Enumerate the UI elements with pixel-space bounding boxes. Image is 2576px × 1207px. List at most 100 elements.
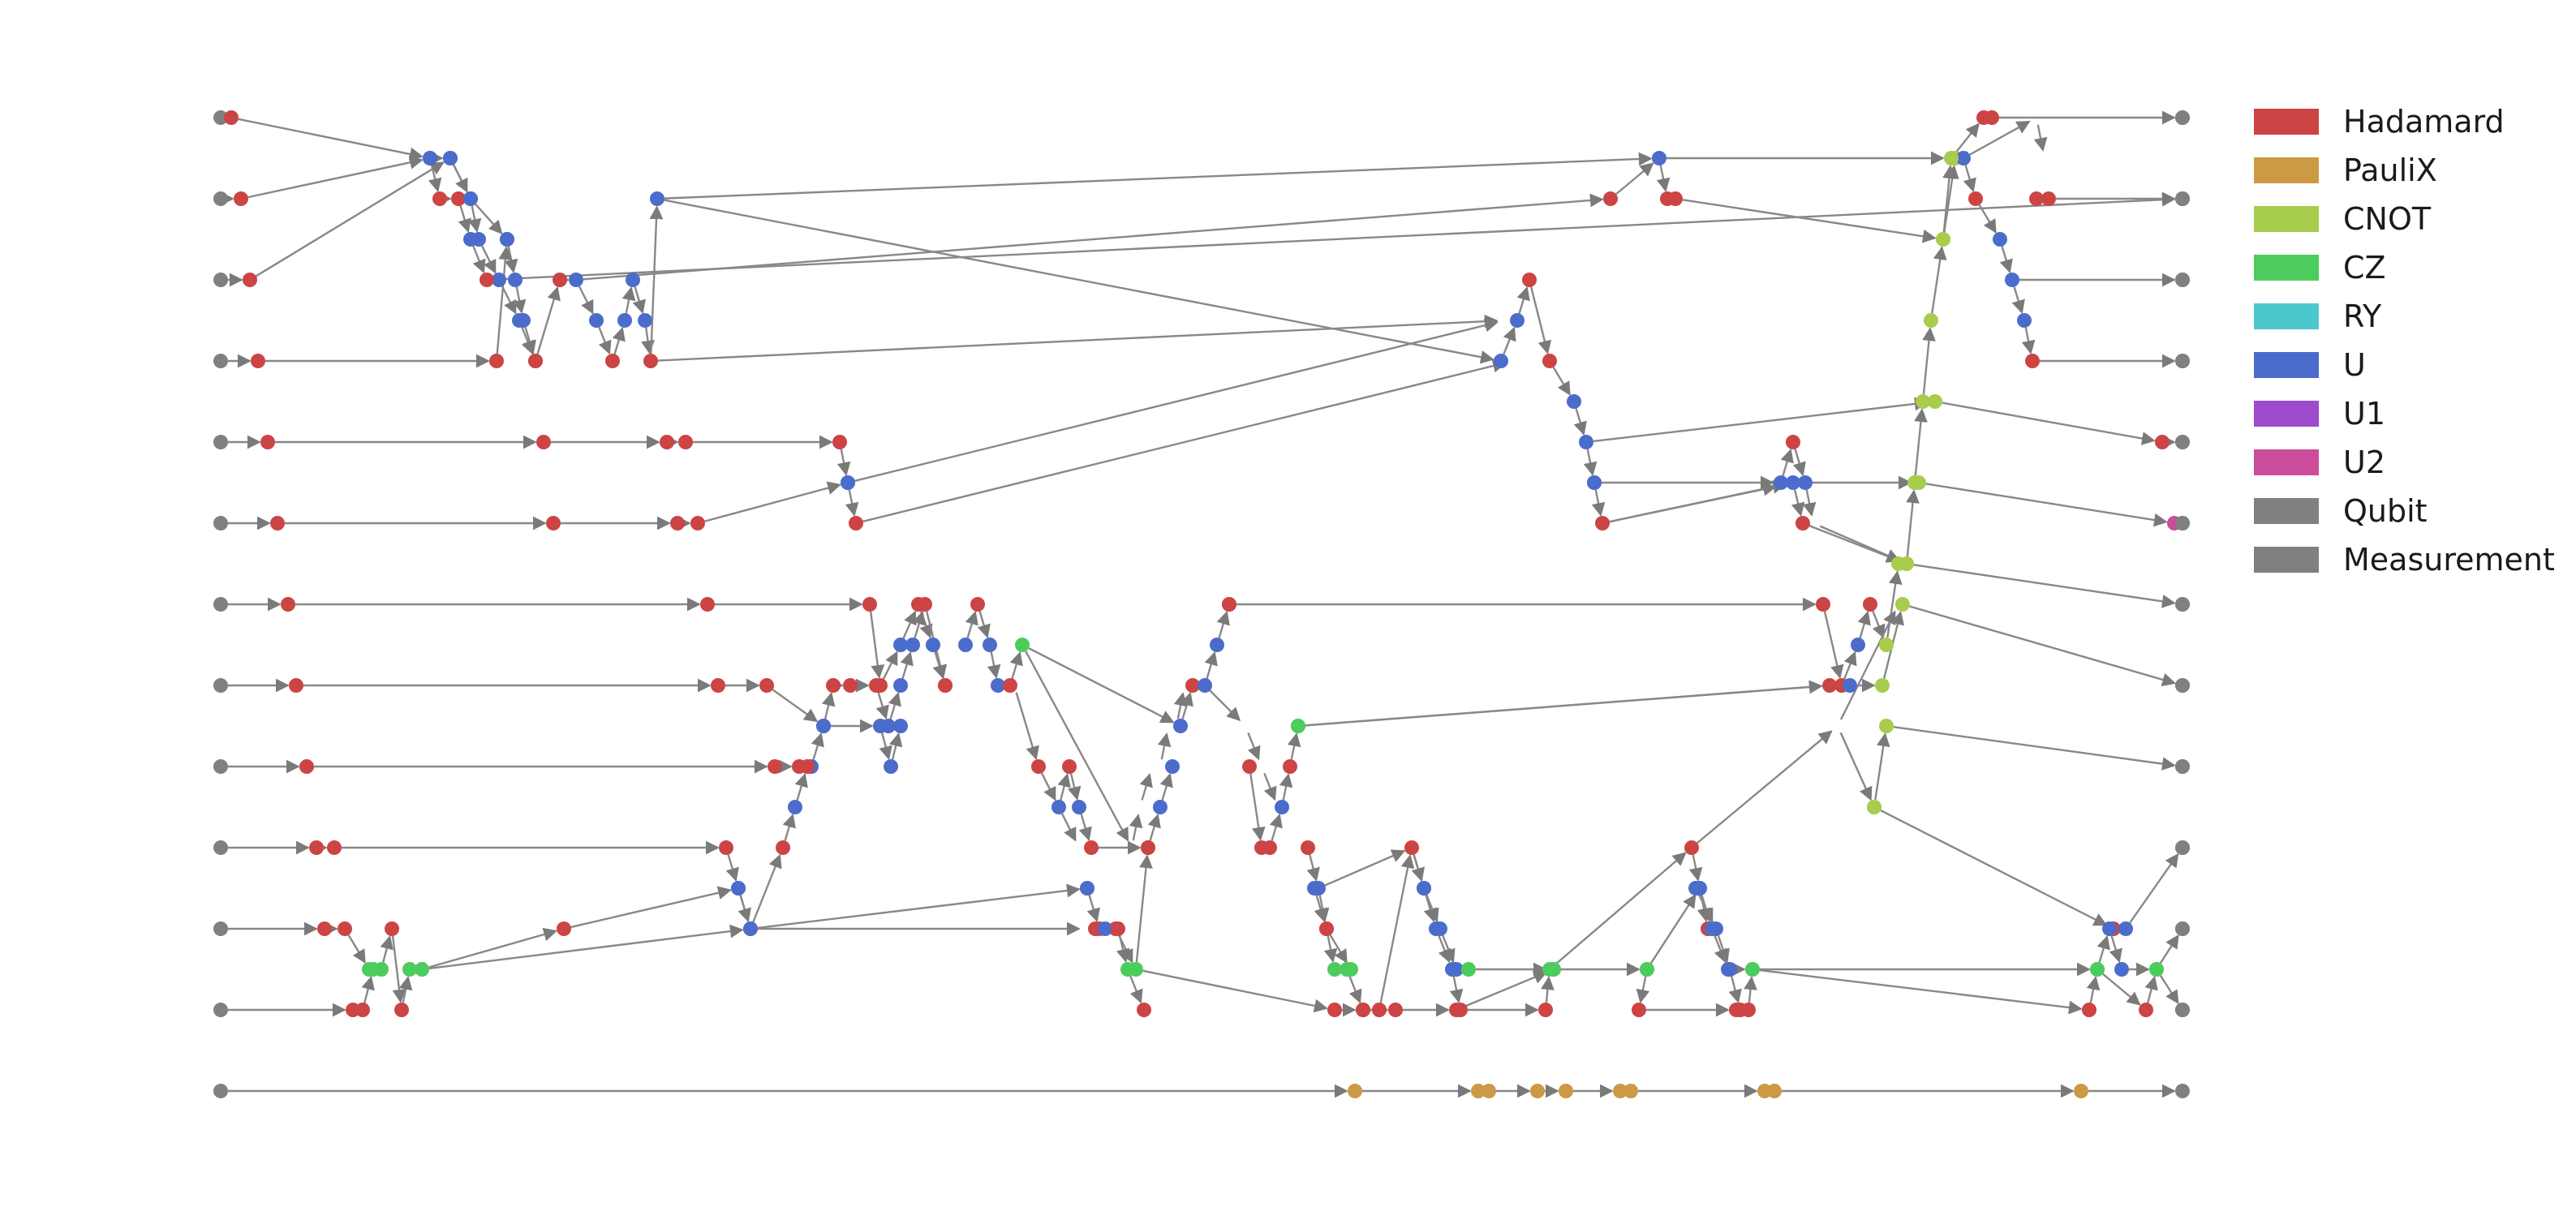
dag-edge [888, 732, 903, 760]
dag-edge [1147, 813, 1161, 841]
dag-edge [1573, 408, 1587, 436]
u-node [1153, 800, 1168, 814]
dag-edge [1314, 895, 1327, 923]
cz-node [2090, 962, 2105, 977]
hadamard-node [451, 191, 466, 206]
dag-edge [380, 935, 393, 963]
dag-edge [1305, 680, 1823, 727]
dag-edge [347, 934, 366, 964]
u-node [884, 759, 898, 774]
cz-node [1015, 638, 1030, 652]
hadamard-node [700, 597, 715, 612]
dag-edge [1040, 772, 1056, 801]
qubit-node [213, 516, 228, 530]
dag-edge [361, 976, 375, 1003]
dag-edge [428, 924, 744, 970]
dag-edge [1067, 773, 1082, 801]
paulix-node [1623, 1084, 1638, 1098]
measurement-node [2175, 435, 2190, 449]
dag-edge [458, 205, 471, 234]
dag-edge [2129, 853, 2179, 924]
u-node [589, 313, 604, 328]
cz-node [1640, 962, 1654, 977]
hadamard-node [660, 435, 674, 449]
dag-edge [1329, 934, 1348, 964]
hadamard-node [489, 354, 504, 368]
dag-edge [2109, 935, 2122, 964]
dag-edge [621, 286, 636, 314]
dag-edge [782, 813, 796, 841]
dag-edge [523, 327, 536, 355]
hadamard-node [234, 191, 248, 206]
hadamard-node [843, 678, 858, 693]
hadamard-node [1595, 516, 1610, 530]
hadamard-node [1222, 597, 1236, 612]
dag-edge [1759, 969, 2083, 1015]
u-node [423, 151, 437, 165]
dag-edge [794, 772, 808, 801]
dag-edge [1913, 564, 2176, 608]
hadamard-node [1062, 759, 1077, 774]
dag-edge [752, 853, 782, 923]
cnot-node [1912, 475, 1926, 490]
dag-edge [1792, 449, 1806, 477]
hadamard-node [1538, 1003, 1553, 1017]
u-node [841, 475, 855, 490]
dag-edge [1216, 610, 1230, 638]
dag-edge [1874, 732, 1890, 801]
dag-edge [1728, 976, 1742, 1003]
dag-edge [664, 199, 1494, 364]
dag-edge [2159, 974, 2179, 1004]
u-node [958, 638, 973, 652]
legend-swatch-hadamard [2254, 109, 2319, 135]
dag-edge [1999, 246, 2013, 274]
dag-edge [1931, 246, 1947, 314]
u-node [2102, 921, 2117, 936]
legend-item-cz: CZ [2254, 243, 2562, 292]
qubit-node [213, 191, 228, 206]
dag-edge [1411, 854, 1425, 883]
dag-edge [725, 854, 739, 883]
hadamard-node [1141, 840, 1155, 855]
hadamard-node [385, 921, 399, 936]
dag-edge [1925, 483, 2168, 527]
measurement-node [2175, 516, 2190, 530]
cnot-node [1936, 232, 1950, 247]
u-node [1798, 475, 1813, 490]
u-node [492, 273, 506, 287]
dag-edge [1699, 895, 1713, 923]
u-node [638, 313, 652, 328]
dag-edge [501, 286, 517, 315]
legend-swatch-measurement [2254, 547, 2319, 573]
legend-swatch-cz [2254, 255, 2319, 281]
u-node [1567, 394, 1581, 409]
legend-swatch-u1 [2254, 401, 2319, 427]
dag-edge [1279, 773, 1293, 801]
dag-edge [2096, 934, 2110, 963]
qubit-node [213, 921, 228, 936]
dag-edge [1791, 489, 1805, 517]
dag-edge [1593, 397, 1929, 443]
dag-edge [536, 286, 561, 354]
hadamard-node [309, 840, 324, 855]
legend-item-cnot: CNOT [2254, 195, 2562, 243]
u-node [508, 273, 523, 287]
hadamard-node [1985, 110, 1999, 125]
dag-edge [845, 489, 859, 517]
legend-item-u2: U2 [2254, 438, 2562, 487]
dag-edge [1249, 773, 1266, 841]
legend-swatch-u [2254, 352, 2319, 378]
dag-edge [632, 286, 646, 315]
dag-edge [869, 611, 885, 679]
hadamard-node [938, 678, 953, 693]
hadamard-node [849, 516, 863, 530]
dag-edge [1906, 489, 1920, 557]
hadamard-node [711, 678, 725, 693]
cnot-node [1867, 800, 1881, 814]
hadamard-node [546, 516, 561, 530]
dag-edge [2033, 124, 2048, 152]
legend-item-ry: RY [2254, 292, 2562, 341]
dag-edge [1857, 610, 1871, 638]
cz-node [366, 962, 381, 977]
measurement-node [2175, 921, 2190, 936]
